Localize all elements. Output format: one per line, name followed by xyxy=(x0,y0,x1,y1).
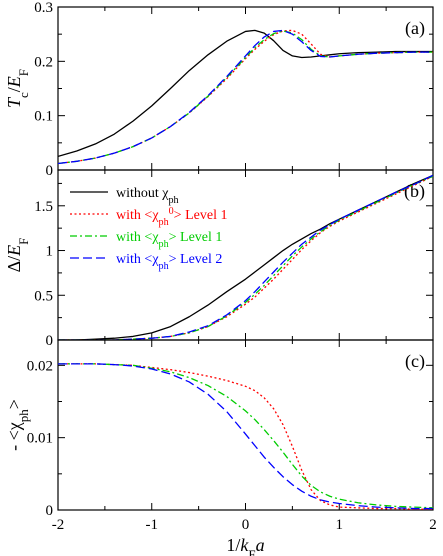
panel-tag: (c) xyxy=(405,351,425,372)
y-tick-label: 0 xyxy=(46,333,54,349)
y-axis-label: Δ/EF xyxy=(4,238,31,273)
panels-layer: 00.10.20.3Tc/EF(a)00.511.5Δ/EF(b)without… xyxy=(4,0,434,519)
y-tick-label: 0.1 xyxy=(34,109,53,125)
x-tick-label: -2 xyxy=(52,517,65,533)
panel-frame xyxy=(57,169,434,341)
series-line-l1 xyxy=(58,30,433,165)
y-tick-label: 1.5 xyxy=(34,199,53,215)
series-group xyxy=(58,363,433,510)
series-line-l2 xyxy=(58,363,433,510)
panel-a: 0 0.1 0.2 0.3 Tc/EF (a) xyxy=(4,0,434,179)
legend-label-l2: with <χph> Level 2 xyxy=(116,252,222,272)
legend-label-without: without χph xyxy=(116,186,179,206)
series-line-l1 xyxy=(58,363,433,509)
y-axis-label: - <χph> xyxy=(4,399,31,451)
x-tick-label: 1 xyxy=(336,517,344,533)
legend-label-l1: with <χph> Level 1 xyxy=(116,230,222,250)
legend-label-l1_0: with <χph0> Level 1 xyxy=(116,206,227,228)
series-line-l2 xyxy=(58,29,433,165)
y-tick-label: 0.01 xyxy=(27,431,53,447)
y-tick-label: 0 xyxy=(46,503,54,519)
x-tick-label: -1 xyxy=(146,517,159,533)
y-tick-label: 0.02 xyxy=(27,358,53,374)
panel-frame xyxy=(57,339,434,511)
panel-c: 0 0.01 0.02 - <χph> (c) xyxy=(4,339,434,519)
series-line-without xyxy=(58,174,433,340)
series-group xyxy=(58,29,433,165)
y-tick-label: 0.3 xyxy=(34,0,53,16)
x-tick-label: 0 xyxy=(242,517,250,533)
y-axis-label: Tc/EF xyxy=(4,69,31,108)
x-tick-label: 2 xyxy=(429,517,437,533)
x-axis-label: 1/kFa xyxy=(226,535,264,556)
y-tick-label: 1 xyxy=(46,244,54,260)
series-line-l2 xyxy=(58,174,433,340)
shared-x-axis: -2 -1 0 1 2 1/kFa xyxy=(52,517,437,556)
series-line-l1_0 xyxy=(58,363,433,510)
series-group xyxy=(58,174,433,340)
y-tick-label: 0.5 xyxy=(34,288,53,304)
series-line-l1_0 xyxy=(58,29,433,165)
y-tick-label: 0 xyxy=(46,163,54,179)
panel-tag: (a) xyxy=(405,18,425,39)
series-line-without xyxy=(58,29,433,158)
y-tick-label: 0.2 xyxy=(34,54,53,70)
